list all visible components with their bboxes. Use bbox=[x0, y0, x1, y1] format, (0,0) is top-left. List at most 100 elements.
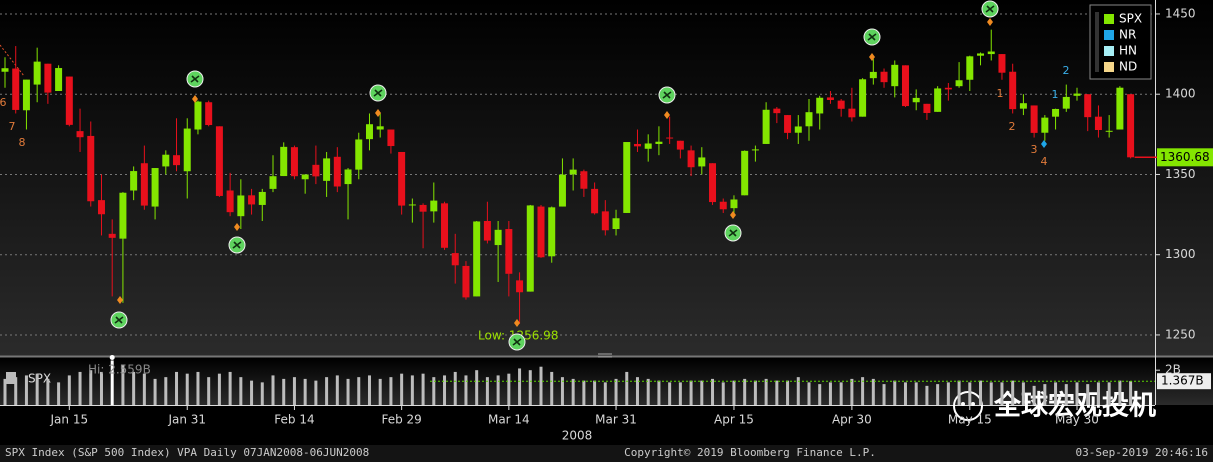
volume-bar bbox=[443, 375, 447, 405]
candle-body bbox=[33, 61, 41, 85]
signal-diamond bbox=[664, 111, 670, 119]
candle-body bbox=[173, 155, 181, 166]
volume-bar bbox=[335, 375, 339, 405]
volume-bar bbox=[207, 377, 211, 405]
event-glyph bbox=[662, 91, 672, 99]
price-panel bbox=[0, 0, 1213, 356]
candle-body bbox=[1062, 96, 1070, 109]
candle-body bbox=[87, 135, 95, 202]
candle-body bbox=[934, 88, 942, 112]
event-glyph bbox=[114, 316, 124, 324]
signal-diamond bbox=[869, 53, 875, 61]
volume-bar bbox=[1096, 382, 1100, 405]
volume-bar bbox=[421, 373, 425, 405]
volume-bar bbox=[839, 382, 843, 405]
volume-bar bbox=[3, 378, 7, 405]
candle-body bbox=[258, 191, 266, 205]
volume-bar bbox=[1075, 382, 1079, 405]
volume-bar bbox=[786, 380, 790, 405]
y-tick-label: 1350 bbox=[1165, 167, 1196, 181]
candle-body bbox=[441, 203, 449, 248]
candle-body bbox=[1073, 93, 1081, 96]
legend-box bbox=[1089, 4, 1152, 80]
signal-diamond bbox=[234, 223, 240, 231]
volume-bar bbox=[893, 380, 897, 405]
volume-bar bbox=[657, 380, 661, 405]
candle-body bbox=[290, 147, 298, 177]
volume-bar bbox=[807, 382, 811, 405]
volume-bar bbox=[903, 382, 907, 405]
candle-body bbox=[65, 76, 73, 125]
candle-body bbox=[762, 109, 770, 144]
volume-bar bbox=[99, 371, 103, 405]
candle-body bbox=[140, 163, 148, 206]
candle-body bbox=[751, 149, 759, 151]
candle-body bbox=[944, 87, 952, 90]
candle-body bbox=[548, 207, 556, 257]
candle-body bbox=[323, 158, 331, 181]
volume-bar bbox=[153, 378, 157, 405]
candle-body bbox=[859, 79, 867, 117]
candle-body bbox=[580, 171, 588, 189]
candle-body bbox=[97, 200, 105, 215]
volume-bar bbox=[67, 375, 71, 405]
volume-bar bbox=[861, 377, 865, 405]
volume-bar bbox=[871, 378, 875, 405]
volume-bar bbox=[528, 370, 532, 405]
volume-high-label: Hi: 2.559B bbox=[88, 363, 151, 377]
candle-body bbox=[76, 131, 84, 138]
candle-body bbox=[408, 204, 416, 206]
volume-bar bbox=[603, 382, 607, 405]
volume-bar bbox=[818, 384, 822, 405]
signal-diamond bbox=[730, 211, 736, 219]
signal-diamond bbox=[375, 109, 381, 117]
candle-body bbox=[741, 150, 749, 196]
volume-bar bbox=[721, 382, 725, 405]
volume-bar bbox=[142, 373, 146, 405]
candle-body bbox=[1116, 87, 1124, 130]
volume-bar bbox=[303, 378, 307, 405]
volume-bar bbox=[378, 378, 382, 405]
legend-label: ND bbox=[1119, 60, 1137, 74]
volume-bar bbox=[14, 377, 18, 405]
candle-body bbox=[12, 68, 20, 110]
volume-bar bbox=[453, 371, 457, 405]
candle-body bbox=[591, 188, 599, 214]
candle-body bbox=[773, 108, 781, 114]
volume-bar bbox=[1000, 382, 1004, 405]
candle-body bbox=[558, 174, 566, 207]
candle-body bbox=[612, 218, 620, 230]
volume-bar bbox=[678, 382, 682, 405]
legend-swatch bbox=[1104, 62, 1114, 72]
candle-body bbox=[816, 97, 824, 114]
candle-body bbox=[451, 253, 459, 266]
footer-center: Copyright© 2019 Bloomberg Finance L.P. bbox=[624, 446, 876, 459]
candle-body bbox=[794, 126, 802, 133]
candle-body bbox=[1030, 105, 1038, 133]
volume-bar bbox=[1032, 385, 1036, 405]
candle-body bbox=[666, 137, 674, 139]
candle-body bbox=[891, 64, 899, 87]
candle-body bbox=[483, 220, 491, 241]
x-tick-label: Jan 15 bbox=[50, 413, 89, 427]
volume-bar bbox=[1086, 384, 1090, 405]
event-glyph bbox=[867, 33, 877, 41]
volume-bar bbox=[743, 378, 747, 405]
volume-bar bbox=[1054, 382, 1058, 405]
volume-bar bbox=[35, 373, 39, 405]
volume-bar bbox=[979, 380, 983, 405]
x-tick-label: Mar 14 bbox=[488, 413, 530, 427]
volume-bar bbox=[357, 377, 361, 405]
volume-bar bbox=[132, 371, 136, 405]
x-axis-area bbox=[0, 405, 1213, 445]
candle-body bbox=[108, 233, 116, 238]
x-tick-label: Mar 31 bbox=[595, 413, 637, 427]
volume-bar bbox=[46, 378, 50, 405]
volume-bar bbox=[646, 378, 650, 405]
candle-body bbox=[805, 112, 813, 127]
candle-body bbox=[837, 100, 845, 109]
count-label: 2 bbox=[1009, 120, 1016, 133]
candle-body bbox=[280, 146, 288, 177]
legend-swatch bbox=[1104, 46, 1114, 56]
